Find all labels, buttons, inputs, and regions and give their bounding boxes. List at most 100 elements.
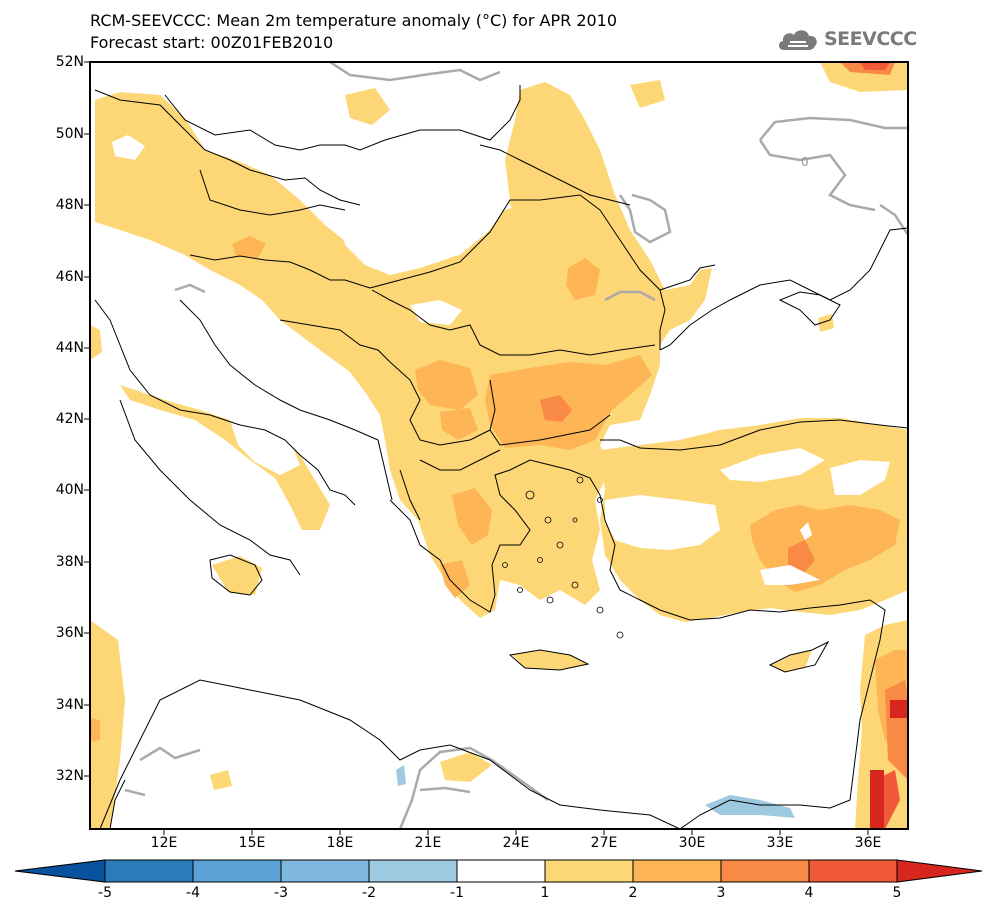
anomaly-hole bbox=[830, 460, 890, 495]
country-border bbox=[659, 289, 666, 350]
greek-islands bbox=[502, 476, 624, 639]
colorbar-label: -4 bbox=[186, 885, 200, 901]
colorbar-arrow-high bbox=[896, 859, 983, 883]
colorbar-label: 4 bbox=[804, 885, 814, 901]
anomaly-area-1-2-cyprus bbox=[772, 650, 812, 672]
anomaly-area-1-2-sicily bbox=[212, 556, 262, 595]
colorbar-bin bbox=[720, 859, 810, 883]
country-border bbox=[249, 169, 361, 206]
anomaly-area-1-2-ne bbox=[345, 88, 390, 125]
anomaly-area-2-3-macedonia bbox=[440, 408, 478, 440]
island bbox=[502, 562, 508, 568]
coastline bbox=[389, 459, 886, 829]
colorbar bbox=[14, 859, 983, 883]
logo-text: SEEVCCC bbox=[824, 28, 917, 50]
anomaly-hole bbox=[800, 522, 812, 540]
island bbox=[597, 497, 603, 503]
coastline bbox=[768, 640, 830, 673]
anomaly-area-2-3-romania bbox=[566, 258, 600, 300]
island bbox=[517, 587, 523, 593]
lon-label: 36E bbox=[854, 835, 882, 851]
anomaly-hole bbox=[112, 135, 145, 160]
island bbox=[546, 596, 554, 604]
country-border bbox=[419, 449, 501, 471]
lat-label: 38N bbox=[55, 554, 84, 570]
coastline bbox=[600, 419, 908, 451]
anomaly-area-1-2-libya-central bbox=[440, 752, 492, 782]
anomaly-hole bbox=[430, 165, 470, 182]
anomaly-area-gt5-levant-a bbox=[890, 700, 908, 718]
colorbar-label: 2 bbox=[628, 885, 638, 901]
colorbar-label: 1 bbox=[540, 885, 550, 901]
island bbox=[576, 476, 584, 484]
map-frame bbox=[89, 61, 909, 830]
zero-contour bbox=[604, 290, 656, 302]
island bbox=[596, 606, 604, 614]
colorbar-bin bbox=[632, 859, 722, 883]
zero-contour bbox=[139, 746, 201, 762]
coastline bbox=[778, 291, 841, 326]
island bbox=[537, 557, 543, 563]
lat-label: 50N bbox=[55, 126, 84, 142]
coastline bbox=[179, 299, 393, 501]
zero-contour bbox=[174, 283, 206, 294]
zero-contour bbox=[759, 116, 908, 141]
lat-label: 52N bbox=[55, 54, 84, 70]
zero-contour bbox=[398, 746, 549, 829]
country-border bbox=[479, 344, 656, 356]
anomaly-hole bbox=[605, 495, 720, 550]
lat-label: 46N bbox=[55, 269, 84, 285]
lat-label: 34N bbox=[55, 697, 84, 713]
lat-label: 44N bbox=[55, 340, 84, 356]
country-border bbox=[399, 469, 421, 521]
axis-ticks bbox=[84, 61, 869, 835]
lat-label: 42N bbox=[55, 411, 84, 427]
colorbar-bin bbox=[368, 859, 458, 883]
colorbar-label: -2 bbox=[362, 885, 376, 901]
zero-contour bbox=[329, 62, 501, 82]
anomaly-area-2-3-serbia bbox=[415, 360, 478, 410]
coastline bbox=[209, 554, 263, 596]
anomaly-hole bbox=[720, 448, 825, 482]
colorbar-bin bbox=[544, 859, 634, 883]
anomaly-area-2-3-west bbox=[90, 718, 100, 742]
anomaly-area-3-4-bulgaria bbox=[540, 395, 572, 422]
coastlines-borders bbox=[94, 85, 908, 829]
colorbar-label: -5 bbox=[98, 885, 112, 901]
country-border bbox=[199, 169, 346, 216]
anomaly-area-2-3-austria bbox=[232, 236, 266, 258]
anomaly-fields bbox=[90, 62, 908, 829]
anomaly-area-2-3-bulgaria bbox=[485, 355, 652, 450]
country-border bbox=[344, 194, 601, 289]
island bbox=[616, 631, 624, 639]
anomaly-hole bbox=[230, 420, 300, 475]
colorbar-arrow-low bbox=[14, 859, 106, 883]
anomaly-area-1-2-ukraine-top bbox=[630, 80, 665, 108]
anomaly-area-2-3-peloponnese bbox=[440, 560, 470, 598]
lat-label: 32N bbox=[55, 768, 84, 784]
island bbox=[572, 517, 578, 523]
anomaly-area-1-2-central-europe bbox=[95, 82, 712, 618]
lat-label: 48N bbox=[55, 197, 84, 213]
lat-label: 40N bbox=[55, 482, 84, 498]
lon-label: 15E bbox=[238, 835, 266, 851]
coastline bbox=[94, 299, 356, 506]
country-border bbox=[389, 361, 491, 446]
anomaly-area-gt5-levant-b bbox=[870, 770, 884, 829]
anomaly-hole bbox=[305, 168, 405, 208]
lon-label: 30E bbox=[678, 835, 706, 851]
anomaly-area-1-2-small-africa bbox=[210, 770, 232, 790]
coastline bbox=[508, 649, 590, 671]
anomaly-hole bbox=[760, 565, 820, 585]
lon-label: 33E bbox=[766, 835, 794, 851]
anomaly-hole bbox=[238, 125, 285, 160]
lon-label: 18E bbox=[326, 835, 354, 851]
island bbox=[556, 541, 564, 549]
country-border bbox=[371, 289, 481, 346]
lon-label: 27E bbox=[590, 835, 618, 851]
anomaly-area-neg bbox=[396, 765, 406, 786]
coastline bbox=[109, 779, 126, 829]
anomaly-area-1-2-crimea bbox=[818, 314, 834, 332]
island bbox=[525, 490, 535, 500]
